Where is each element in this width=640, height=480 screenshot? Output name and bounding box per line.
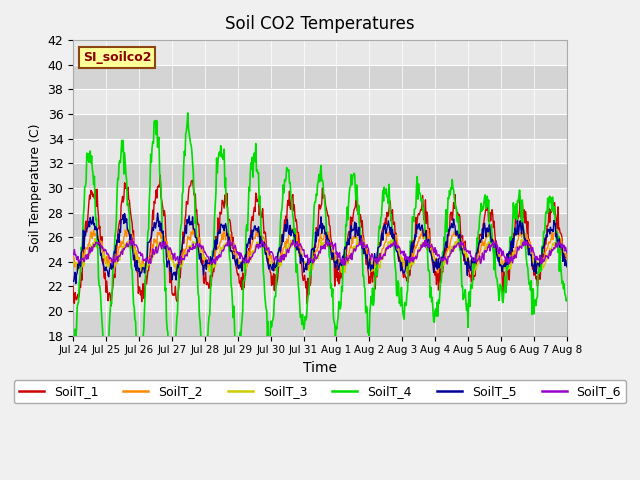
SoilT_5 [381,222,388,228]
SoilT_3 [78,262,86,268]
SoilT_6 [78,257,86,263]
SoilT_6 [563,250,571,255]
SoilT_5 [69,278,77,284]
Bar [73,65,567,89]
SoilT_1 [107,303,115,309]
Y-axis label: Soil Temperature (C): Soil Temperature (C) [29,124,42,252]
SoilT_5 [130,257,138,263]
SoilT_3 [353,234,361,240]
SoilT_2 [129,234,137,240]
SoilT_1 [381,221,388,227]
SoilT_2 [189,221,197,227]
Line: SoilT_3: SoilT_3 [73,237,567,274]
SoilT_2 [381,240,388,246]
Legend: SoilT_1, SoilT_2, SoilT_3, SoilT_4, SoilT_5, SoilT_6: SoilT_1, SoilT_2, SoilT_3, SoilT_4, Soil… [14,380,626,403]
SoilT_6 [69,251,77,257]
SoilT_1 [207,273,214,278]
SoilT_6 [341,262,349,268]
Line: SoilT_6: SoilT_6 [73,238,567,265]
SoilT_5 [207,254,214,260]
Line: SoilT_4: SoilT_4 [73,113,567,381]
SoilT_2 [563,254,571,260]
SoilT_1 [156,172,164,178]
SoilT_5 [396,257,403,263]
SoilT_3 [129,249,137,254]
Bar [73,311,567,336]
SoilT_4 [184,110,191,116]
SoilT_6 [206,258,214,264]
Bar [73,262,567,287]
SoilT_3 [563,259,571,265]
SoilT_5 [72,281,79,287]
SoilT_3 [395,246,403,252]
SoilT_1 [396,250,403,256]
SoilT_4 [396,300,403,306]
SoilT_3 [69,262,77,267]
SoilT_2 [396,249,403,255]
SoilT_5 [180,233,188,239]
SoilT_4 [129,283,137,289]
SoilT_1 [78,277,86,283]
SoilT_2 [69,254,77,260]
SoilT_6 [130,239,138,245]
SoilT_2 [78,250,86,256]
SoilT_4 [69,341,77,347]
SoilT_2 [173,272,180,277]
SoilT_3 [380,251,388,256]
Title: Soil CO2 Temperatures: Soil CO2 Temperatures [225,15,415,33]
SoilT_2 [180,246,188,252]
SoilT_4 [167,378,175,384]
SoilT_6 [128,235,136,241]
SoilT_5 [563,264,571,269]
SoilT_3 [179,258,187,264]
SoilT_1 [130,228,138,234]
SoilT_1 [180,233,188,239]
SoilT_6 [180,256,188,262]
SoilT_1 [563,264,571,270]
Line: SoilT_1: SoilT_1 [73,175,567,306]
Text: SI_soilco2: SI_soilco2 [83,51,152,64]
SoilT_3 [205,269,213,275]
Bar [73,163,567,188]
Bar [73,114,567,139]
SoilT_2 [207,263,214,268]
SoilT_5 [154,210,161,216]
SoilT_4 [78,248,86,253]
SoilT_6 [396,244,403,250]
X-axis label: Time: Time [303,361,337,375]
SoilT_4 [180,163,188,169]
SoilT_5 [79,243,86,249]
Line: SoilT_5: SoilT_5 [73,213,567,284]
SoilT_4 [381,190,388,196]
SoilT_4 [207,290,214,296]
SoilT_4 [563,296,571,302]
SoilT_1 [69,283,77,289]
SoilT_6 [381,253,388,259]
Bar [73,213,567,237]
Line: SoilT_2: SoilT_2 [73,224,567,275]
SoilT_3 [470,271,478,277]
